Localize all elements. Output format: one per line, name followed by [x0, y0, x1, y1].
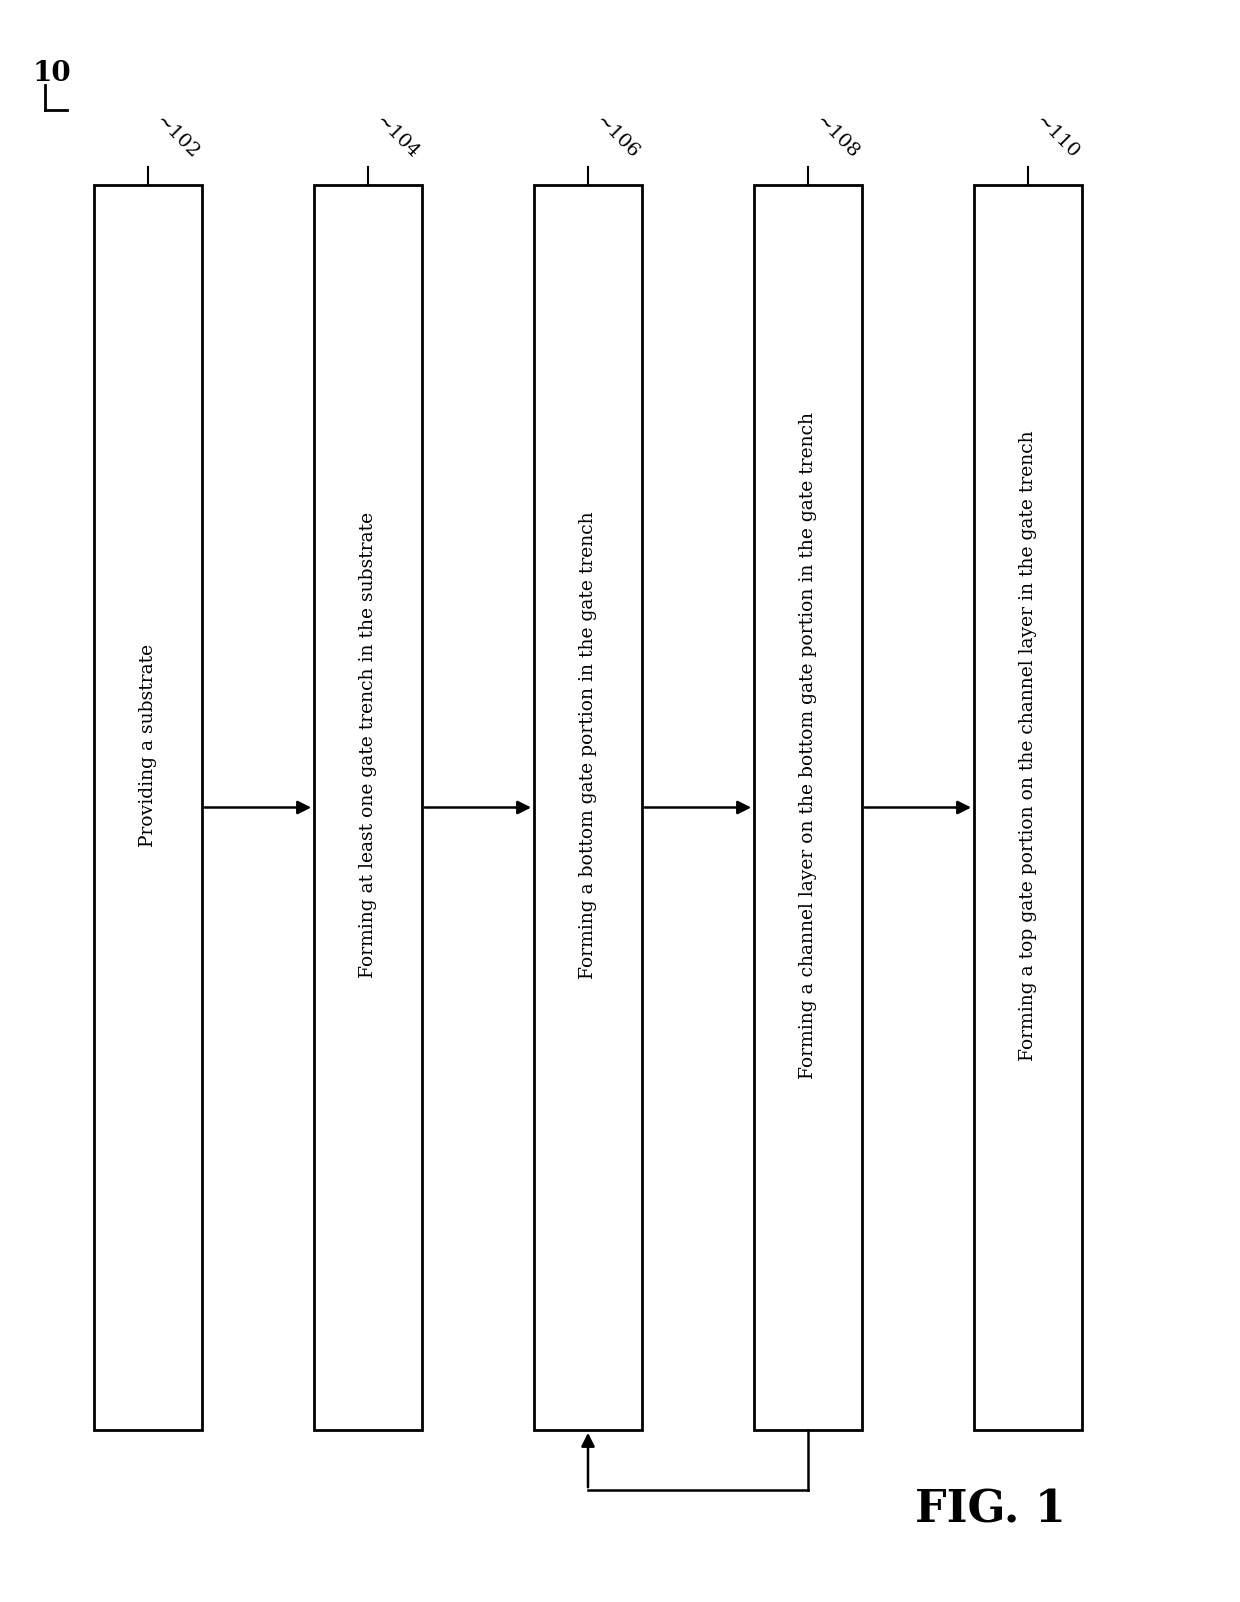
- Bar: [94, 184, 202, 1431]
- Text: ~108: ~108: [812, 112, 863, 163]
- Text: Providing a substrate: Providing a substrate: [139, 644, 157, 847]
- Text: Forming a channel layer on the bottom gate portion in the gate trench: Forming a channel layer on the bottom ga…: [799, 412, 817, 1078]
- Bar: [973, 184, 1083, 1431]
- Text: ~102: ~102: [153, 112, 202, 163]
- Text: 10: 10: [32, 59, 72, 87]
- Text: Forming a top gate portion on the channel layer in the gate trench: Forming a top gate portion on the channe…: [1019, 429, 1037, 1061]
- Bar: [534, 184, 642, 1431]
- Text: ~104: ~104: [372, 112, 423, 163]
- Text: ~106: ~106: [591, 112, 642, 163]
- Text: FIG. 1: FIG. 1: [915, 1488, 1065, 1532]
- Text: ~110: ~110: [1032, 112, 1083, 163]
- Text: Forming at least one gate trench in the substrate: Forming at least one gate trench in the …: [360, 513, 377, 979]
- Text: Forming a bottom gate portion in the gate trench: Forming a bottom gate portion in the gat…: [579, 511, 596, 979]
- Bar: [314, 184, 422, 1431]
- Bar: [754, 184, 862, 1431]
